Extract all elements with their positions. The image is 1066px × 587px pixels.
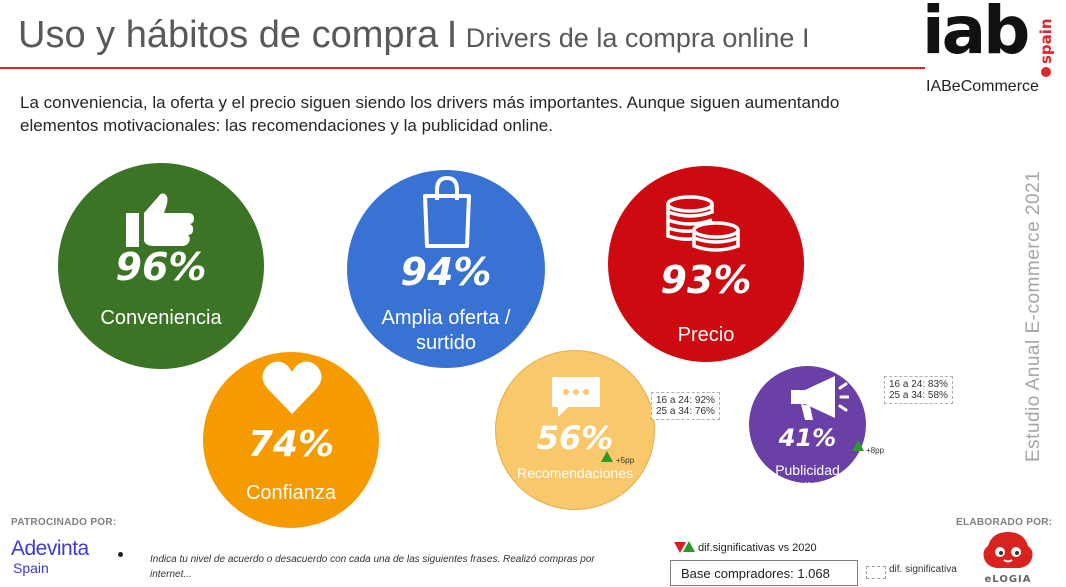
elogia-logo: eLOGIA [983, 532, 1033, 585]
significant-up-marker [601, 451, 613, 462]
change-label: +8pp [866, 446, 885, 455]
driver-circle-confianza: 74% Confianza [203, 352, 379, 528]
driver-circle-conveniencia: 96% Conveniencia [58, 163, 264, 369]
title-separator: I [446, 14, 458, 56]
title-subtitle: Drivers de la compra online I [465, 23, 810, 53]
legend-dashed: dif. significativa [889, 564, 957, 575]
iab-logo-spain: spain [1037, 18, 1055, 77]
change-label: +5pp [616, 456, 635, 465]
driver-circle-precio: 93% Precio [608, 166, 804, 362]
age-breakdown-note: 16 a 24: 83% 25 a 34: 58% [884, 376, 953, 404]
driver-value: 56% [536, 419, 614, 457]
driver-circle-amplia-oferta: 94% Amplia oferta / surtido [347, 170, 545, 368]
driver-circle-recomendaciones: 56% Recomendaciones [495, 350, 655, 510]
iab-logo-brand: IABeCommerce [926, 78, 1039, 95]
significant-up-marker [683, 541, 695, 552]
megaphone-icon [791, 376, 849, 420]
svg-text:spain: spain [1037, 18, 1055, 64]
sponsored-label: PATROCINADO POR: [11, 517, 117, 528]
driver-label: Conveniencia [100, 307, 222, 329]
driver-label: Confianza [245, 482, 337, 504]
iab-logo: iab spain IABeCommerce [922, 0, 1062, 98]
title-main: Uso y hábitos de compra [18, 14, 439, 56]
coins-icon [666, 195, 740, 252]
dashed-box-swatch [866, 566, 886, 579]
driver-value: 74% [247, 424, 335, 465]
driver-circle-publicidad-online: 41% Publicidad online [749, 366, 866, 495]
note-line: 16 a 24: 92% [656, 395, 715, 406]
svg-text:eLOGIA: eLOGIA [985, 574, 1032, 585]
driver-label-line1: Publicidad [775, 462, 840, 478]
driver-label: Amplia oferta / surtido [347, 306, 545, 356]
adevinta-logo: Adevinta [11, 537, 89, 560]
bullet [118, 552, 123, 557]
base-sample-box: Base compradores: 1.068 [670, 560, 858, 586]
thumbs-up-icon [126, 193, 194, 247]
note-line: 25 a 34: 76% [656, 406, 715, 417]
made-by-label: ELABORADO POR: [956, 517, 1053, 528]
significant-up-marker [852, 440, 864, 451]
survey-question: Indica tu nivel de acuerdo o desacuerdo … [150, 554, 595, 580]
significant-down-marker [674, 542, 686, 553]
driver-label: Precio [677, 324, 735, 346]
driver-value: 96% [115, 245, 207, 289]
chat-bubble-icon [552, 377, 600, 417]
driver-label: Publicidad online [749, 462, 866, 496]
note-line: 25 a 34: 58% [889, 390, 948, 401]
page-title: Uso y hábitos de compra I Drivers de la … [18, 14, 809, 57]
driver-label: Recomendaciones [517, 465, 633, 481]
driver-value: 94% [400, 250, 492, 294]
adevinta-logo-sub: Spain [13, 560, 49, 576]
driver-value: 93% [660, 258, 752, 302]
driver-label-line2: online [788, 479, 827, 495]
heart-icon [262, 361, 322, 414]
driver-label-line1: Amplia oferta / [381, 307, 511, 329]
legend-significance: dif.significativas vs 2020 [698, 542, 817, 554]
driver-value: 41% [778, 424, 837, 452]
title-underline [0, 67, 925, 69]
intro-text: La conveniencia, la oferta y el precio s… [20, 93, 840, 135]
age-breakdown-note: 16 a 24: 92% 25 a 34: 76% [651, 392, 720, 420]
note-line: 16 a 24: 83% [889, 379, 948, 390]
iab-logo-word: iab [922, 0, 1030, 69]
side-label: Estudio Anual E-commerce 2021 [1023, 170, 1044, 462]
driver-label-line2: surtido [415, 332, 477, 354]
shopping-bag-icon [423, 175, 471, 248]
